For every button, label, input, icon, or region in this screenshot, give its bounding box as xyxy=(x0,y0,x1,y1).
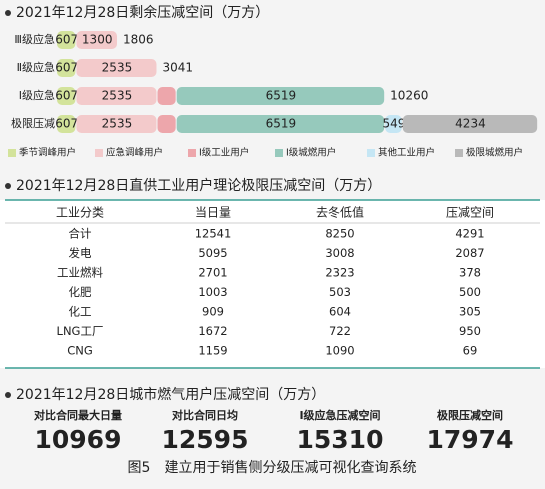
y-tick-label: 极限压减 xyxy=(11,116,55,130)
value-label: 607 xyxy=(55,61,78,75)
y-tick-label: Ⅰ级应急 xyxy=(19,88,55,102)
table-header: 压减空间 xyxy=(446,206,494,220)
table-cell: 发电 xyxy=(69,246,92,260)
bar-segment xyxy=(76,87,157,105)
table-header: 去冬低值 xyxy=(316,205,364,220)
table-cell: 503 xyxy=(329,285,351,299)
table-cell: 378 xyxy=(459,266,481,280)
value-label: 1300 xyxy=(82,33,113,47)
bullet xyxy=(5,392,11,398)
bar-segment xyxy=(57,87,76,105)
bar-segment xyxy=(157,87,176,105)
table-cell: 909 xyxy=(202,305,224,319)
value-label: 2535 xyxy=(102,61,133,75)
bullet xyxy=(5,183,11,189)
stat-value: 12595 xyxy=(162,425,249,454)
y-tick-label: Ⅲ级应急 xyxy=(14,32,55,46)
legend-label: 应急调峰用户 xyxy=(106,147,163,159)
table-bg xyxy=(0,200,545,368)
bar-segment xyxy=(385,115,402,133)
value-label: 607 xyxy=(55,89,78,103)
table-cell: 69 xyxy=(463,344,478,358)
section-title: 2021年12月28日城市燃气用户压减空间（万方） xyxy=(16,386,325,403)
bar-segment xyxy=(157,115,176,133)
table-cell: 8250 xyxy=(325,227,354,241)
legend-label: Ⅰ级工业用户 xyxy=(199,147,249,159)
stat-value: 10969 xyxy=(35,425,122,454)
section-title: 2021年12月28日剩余压减空间（万方） xyxy=(16,4,269,21)
table-cell: 2087 xyxy=(455,246,484,260)
legend-swatch xyxy=(188,149,196,157)
legend-label: 极限城燃用户 xyxy=(466,147,523,159)
table-cell: 工业燃料 xyxy=(57,266,103,280)
table-header: 工业分类 xyxy=(56,206,104,220)
value-label: 607 xyxy=(55,33,78,47)
table-cell: 1003 xyxy=(198,285,227,299)
table-cell: 化肥 xyxy=(69,285,92,299)
table-cell: 5095 xyxy=(198,246,227,260)
bar-segment xyxy=(76,31,117,49)
table-cell: 4291 xyxy=(455,227,484,241)
table-cell: 化工 xyxy=(69,305,92,319)
bar-segment xyxy=(76,115,157,133)
table-header: 当日量 xyxy=(195,206,231,220)
bar-segment xyxy=(57,59,76,77)
table-cell: 12541 xyxy=(195,227,232,241)
value-label: 6519 xyxy=(266,117,297,131)
legend-swatch xyxy=(455,149,463,157)
table-cell: 合计 xyxy=(69,227,92,241)
table-cell: LNG工厂 xyxy=(57,324,104,338)
table-cell: 604 xyxy=(329,305,351,319)
caption: 图5 建立用于销售侧分级压减可视化查询系统 xyxy=(128,460,417,476)
bar-segment xyxy=(176,115,385,133)
bar-segment xyxy=(402,115,538,133)
y-tick-label: Ⅱ级应急 xyxy=(17,60,55,74)
value-label: 2535 xyxy=(102,89,133,103)
stat-label: 极限压减空间 xyxy=(437,408,503,422)
value-label: 2535 xyxy=(102,117,133,131)
stat-value: 17974 xyxy=(427,425,514,454)
legend-label: Ⅰ级城燃用户 xyxy=(286,147,336,159)
total-label: 10260 xyxy=(390,89,428,103)
legend-swatch xyxy=(8,149,16,157)
bar-segment xyxy=(57,31,76,49)
table-cell: 722 xyxy=(329,324,351,338)
table-cell: 1090 xyxy=(325,344,354,358)
table-cell: 1672 xyxy=(198,324,227,338)
legend-label: 其他工业用户 xyxy=(378,147,435,159)
legend-swatch xyxy=(367,149,375,157)
legend-swatch xyxy=(95,149,103,157)
legend-swatch xyxy=(275,149,283,157)
table-cell: 1159 xyxy=(198,344,227,358)
value-label: 607 xyxy=(55,117,78,131)
table-cell: CNG xyxy=(67,344,93,358)
table-cell: 950 xyxy=(459,324,481,338)
total-label: 1806 xyxy=(123,33,154,47)
bar-segment xyxy=(176,87,385,105)
value-label: 4234 xyxy=(455,117,486,131)
value-label: 549 xyxy=(383,117,406,131)
stat-label: 对比合同最大日量 xyxy=(34,408,122,422)
bar-segment xyxy=(76,59,157,77)
table-cell: 3008 xyxy=(325,246,354,260)
bullet xyxy=(5,10,11,16)
legend-label: 季节调峰用户 xyxy=(19,147,76,159)
table-cell: 305 xyxy=(459,305,481,319)
table-cell: 2323 xyxy=(325,266,354,280)
table-cell: 2701 xyxy=(198,266,227,280)
section-title: 2021年12月28日直供工业用户理论极限压减空间（万方） xyxy=(16,177,381,194)
stat-label: 对比合同日均 xyxy=(172,408,238,422)
total-label: 3041 xyxy=(163,61,194,75)
bar-segment xyxy=(57,115,76,133)
stat-label: Ⅰ级应急压减空间 xyxy=(299,408,380,422)
value-label: 6519 xyxy=(266,89,297,103)
stat-value: 15310 xyxy=(297,425,384,454)
table-cell: 500 xyxy=(459,285,481,299)
